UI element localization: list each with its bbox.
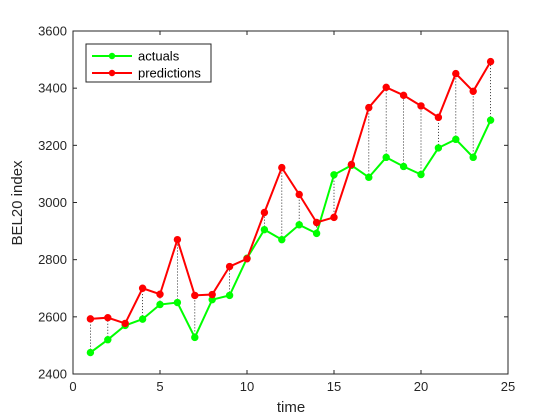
data-point-actuals xyxy=(382,153,390,162)
data-point-predictions xyxy=(417,102,425,110)
legend: actuals predictions xyxy=(85,43,212,83)
y-axis-label: BEL20 index xyxy=(9,160,26,246)
data-point-actuals xyxy=(365,173,373,182)
data-point-predictions xyxy=(330,213,338,222)
data-point-predictions xyxy=(452,69,460,78)
data-point-predictions xyxy=(138,284,147,292)
y-tick-label: 3600 xyxy=(38,24,67,39)
data-point-predictions xyxy=(486,57,495,66)
data-point-actuals xyxy=(173,298,182,307)
data-point-predictions xyxy=(173,235,182,244)
x-tick-label: 10 xyxy=(240,379,254,394)
data-point-predictions xyxy=(208,290,216,299)
legend-box xyxy=(85,43,212,83)
y-tick-label: 2800 xyxy=(38,252,67,267)
data-point-actuals xyxy=(452,135,460,144)
axes-layer: 0 5 10 15 20 25 2400 2600 2800 3000 3200 3400 3600 xyxy=(38,24,515,395)
data-point-actuals xyxy=(434,144,443,152)
y-tick-label: 3400 xyxy=(38,81,67,96)
y-tick-label: 3200 xyxy=(38,138,67,153)
data-point-predictions xyxy=(86,315,95,323)
legend-marker-predictions xyxy=(108,69,116,77)
x-tick-label: 5 xyxy=(156,379,163,394)
series-layer xyxy=(86,57,495,357)
data-point-predictions xyxy=(191,291,199,300)
connector-lines xyxy=(90,61,492,353)
data-point-predictions xyxy=(312,218,321,227)
x-tick-label: 25 xyxy=(501,379,515,394)
data-point-actuals xyxy=(399,162,408,171)
data-point-actuals xyxy=(278,235,286,244)
data-point-actuals xyxy=(486,116,495,124)
data-point-actuals xyxy=(295,221,303,229)
series-line-actuals xyxy=(89,119,492,354)
data-point-actuals xyxy=(138,315,147,323)
data-point-predictions xyxy=(469,87,477,96)
data-point-actuals xyxy=(156,300,164,309)
data-point-actuals xyxy=(260,225,269,234)
legend-marker-actuals xyxy=(108,52,116,60)
data-point-predictions xyxy=(347,160,356,169)
x-axis-label: time xyxy=(277,399,305,416)
data-point-actuals xyxy=(469,153,477,162)
x-tick-label: 15 xyxy=(327,379,341,394)
data-point-predictions xyxy=(295,190,303,199)
data-point-actuals xyxy=(86,348,95,357)
y-tick-label: 2400 xyxy=(38,367,67,382)
data-point-predictions xyxy=(260,208,269,217)
y-tick-label: 3000 xyxy=(38,195,67,210)
legend-label-predictions: predictions xyxy=(138,66,201,81)
data-point-predictions xyxy=(434,113,443,122)
data-point-actuals xyxy=(191,333,199,342)
data-point-predictions xyxy=(382,83,390,92)
data-point-predictions xyxy=(225,262,234,271)
data-point-predictions xyxy=(121,319,129,328)
data-point-predictions xyxy=(243,255,251,263)
y-tick-label: 2600 xyxy=(38,309,67,324)
data-point-actuals xyxy=(225,291,234,300)
data-point-actuals xyxy=(330,171,338,179)
data-point-predictions xyxy=(365,103,373,112)
data-point-predictions xyxy=(156,290,164,298)
data-point-predictions xyxy=(278,163,286,172)
x-tick-label: 0 xyxy=(69,379,76,394)
data-point-predictions xyxy=(399,91,408,100)
x-tick-label: 20 xyxy=(414,379,428,394)
data-point-actuals xyxy=(104,336,112,344)
legend-label-actuals: actuals xyxy=(138,49,180,64)
data-point-predictions xyxy=(104,313,112,322)
data-point-actuals xyxy=(417,170,425,179)
data-point-actuals xyxy=(312,229,321,238)
